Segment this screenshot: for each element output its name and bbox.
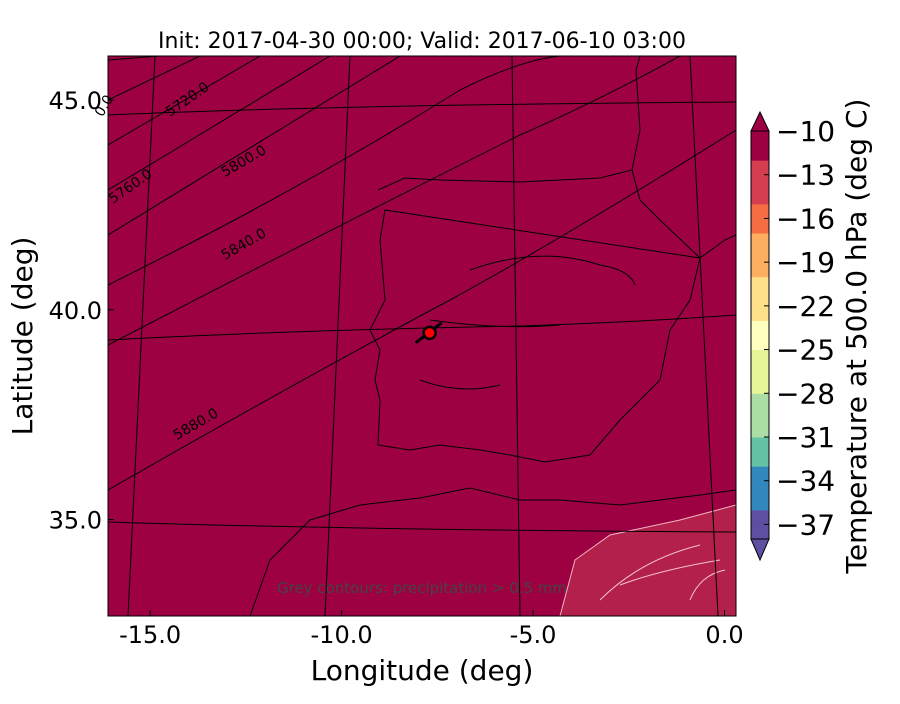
colorbar-band bbox=[751, 407, 769, 423]
colorbar-band bbox=[751, 378, 769, 394]
colorbar-tick-label: −28 bbox=[776, 377, 835, 410]
colorbar-tick-label: −19 bbox=[776, 246, 835, 279]
y-tick-label: 45.0 bbox=[49, 87, 102, 115]
colorbar-band bbox=[751, 262, 769, 278]
colorbar-band bbox=[751, 131, 769, 147]
colorbar-frame bbox=[750, 130, 770, 540]
x-tick-label: -15.0 bbox=[119, 621, 181, 649]
precip-area bbox=[559, 504, 736, 616]
colorbar-band bbox=[751, 247, 769, 263]
plot-frame bbox=[107, 55, 737, 617]
x-tick-label: -10.0 bbox=[311, 621, 373, 649]
y-tick-label: 40.0 bbox=[49, 297, 102, 325]
colorbar-band bbox=[751, 174, 769, 190]
colorbar-band bbox=[751, 524, 769, 540]
colorbar-tick-label: −10 bbox=[776, 115, 835, 148]
colorbar-band bbox=[751, 276, 769, 292]
colorbar-band bbox=[751, 437, 769, 453]
colorbar-band bbox=[751, 305, 769, 321]
colorbar-band bbox=[751, 320, 769, 336]
colorbar-tick-label: −13 bbox=[776, 159, 835, 192]
colorbar-tick-label: −37 bbox=[776, 508, 835, 541]
coastline bbox=[369, 56, 736, 463]
colorbar-band bbox=[751, 451, 769, 467]
colorbar-label: Temperature at 500.0 hPa (deg C) bbox=[840, 99, 873, 575]
meridian bbox=[127, 56, 719, 616]
y-axis-label: Latitude (deg) bbox=[6, 237, 39, 436]
colorbar-band bbox=[751, 509, 769, 525]
colorbar-band bbox=[751, 233, 769, 249]
height-contour bbox=[108, 56, 736, 491]
colorbar-arrow bbox=[750, 538, 770, 562]
colorbar-tick-label: −16 bbox=[776, 202, 835, 235]
colorbar-tick-label: −31 bbox=[776, 421, 835, 454]
x-axis-label: Longitude (deg) bbox=[311, 654, 534, 687]
parallel bbox=[108, 521, 736, 533]
colorbar-band bbox=[751, 189, 769, 205]
colorbar-arrow bbox=[750, 110, 770, 132]
x-tick-label: -5.0 bbox=[510, 621, 557, 649]
colorbar-band bbox=[751, 291, 769, 307]
precip-contour bbox=[599, 544, 726, 601]
marker bbox=[422, 325, 437, 341]
colorbar-band bbox=[751, 203, 769, 219]
coastline bbox=[249, 487, 736, 616]
chart-title: Init: 2017-04-30 00:00; Valid: 2017-06-1… bbox=[158, 29, 686, 54]
border bbox=[419, 255, 636, 390]
parallel bbox=[108, 314, 736, 341]
parallel bbox=[108, 101, 736, 116]
map-layer bbox=[108, 56, 736, 616]
y-tick-label: 35.0 bbox=[49, 507, 102, 535]
colorbar-band bbox=[751, 349, 769, 365]
colorbar-band bbox=[751, 422, 769, 438]
colorbar-tick-label: −22 bbox=[776, 290, 835, 323]
colorbar-band bbox=[751, 466, 769, 482]
colorbar-band bbox=[751, 393, 769, 409]
map-background bbox=[108, 56, 736, 616]
colorbar-band bbox=[751, 480, 769, 496]
colorbar-tick-label: −34 bbox=[776, 465, 835, 498]
colorbar-band bbox=[751, 364, 769, 380]
colorbar-band bbox=[751, 145, 769, 161]
colorbar-tick-label: −25 bbox=[776, 334, 835, 367]
annotation: Grey contours: precipitation > 0.5 mm bbox=[277, 579, 567, 597]
x-tick-label: 0.0 bbox=[705, 621, 743, 649]
colorbar-band bbox=[751, 495, 769, 511]
colorbar-band bbox=[751, 160, 769, 176]
colorbar-band bbox=[751, 218, 769, 234]
colorbar-band bbox=[751, 335, 769, 351]
